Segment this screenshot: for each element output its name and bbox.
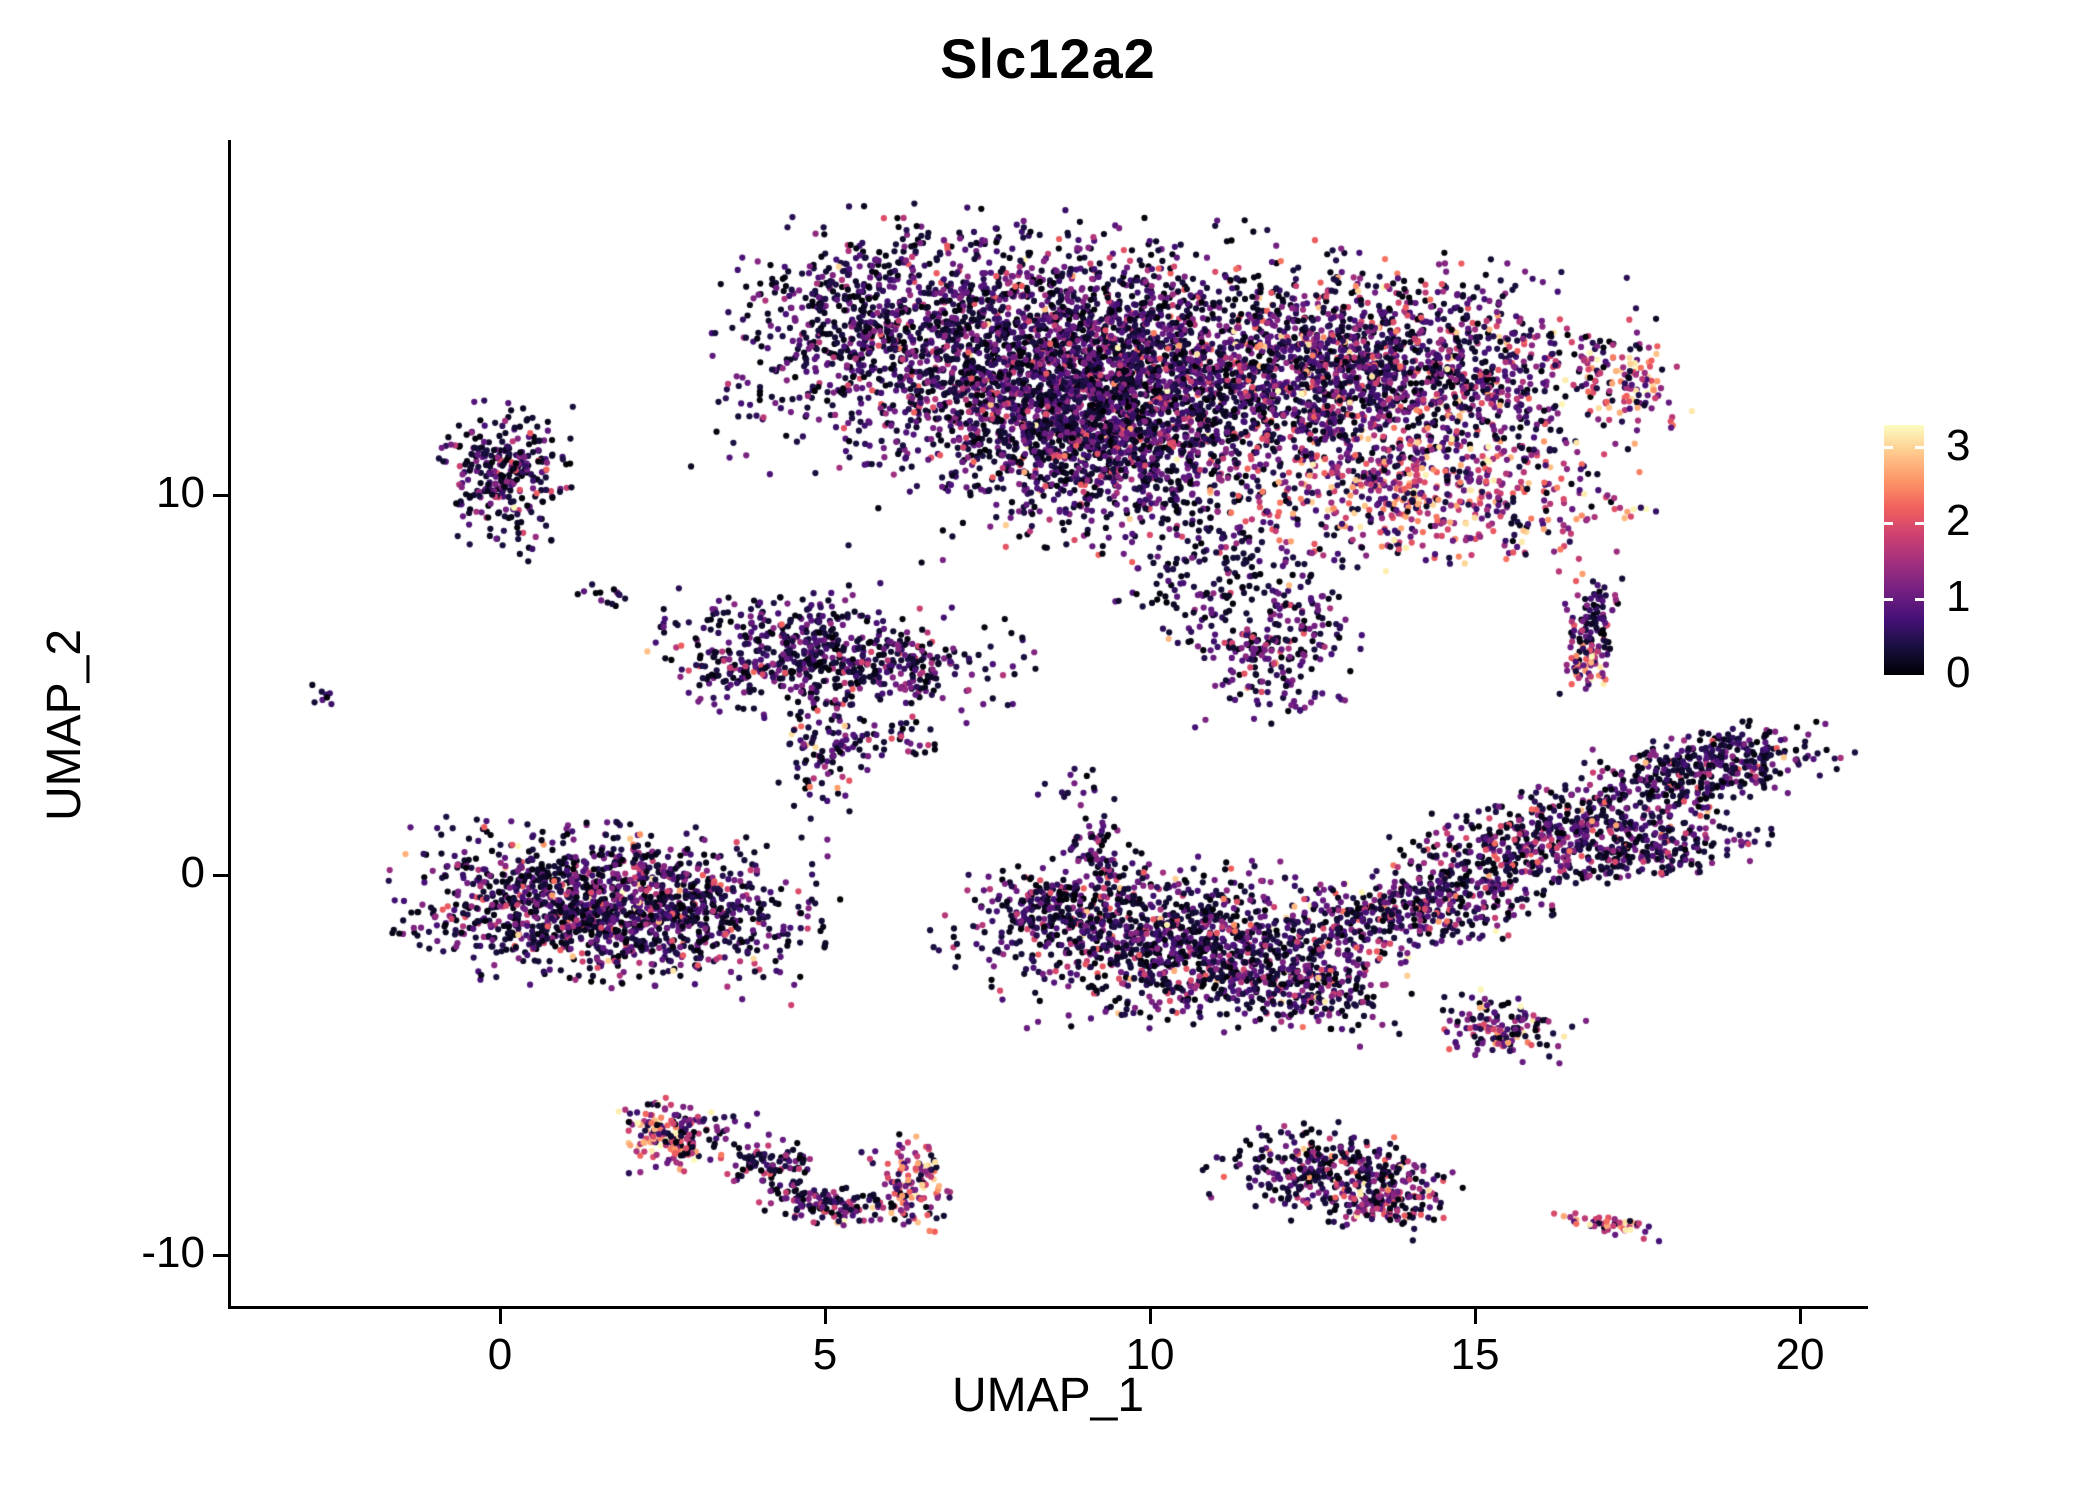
colorbar-tick-mark-right bbox=[1915, 521, 1924, 525]
y-axis-tick-label: -10 bbox=[141, 1228, 205, 1277]
x-axis-tick-label: 0 bbox=[487, 1330, 513, 1379]
x-axis-tick-label: 20 bbox=[1775, 1330, 1825, 1379]
x-axis-title: UMAP_1 bbox=[951, 1369, 1145, 1422]
x-axis-tick bbox=[1148, 1309, 1152, 1324]
y-axis-tick bbox=[213, 1253, 228, 1257]
y-axis-tick bbox=[213, 493, 228, 497]
colorbar-tick-mark-left bbox=[1884, 597, 1893, 601]
plot-title: Slc12a2 bbox=[940, 27, 1156, 90]
x-axis-tick bbox=[1798, 1309, 1802, 1324]
colorbar-tick-label: 3 bbox=[1946, 420, 1971, 470]
x-axis-tick bbox=[823, 1309, 827, 1324]
colorbar-tick-mark-right bbox=[1915, 446, 1924, 450]
colorbar-tick-label: 2 bbox=[1946, 496, 1971, 546]
colorbar-gradient bbox=[1884, 425, 1924, 675]
colorbar-tick-mark-left bbox=[1884, 521, 1893, 525]
x-axis-line bbox=[228, 1306, 1868, 1309]
colorbar-tick-label: 1 bbox=[1946, 572, 1971, 622]
x-axis-tick-label: 10 bbox=[1125, 1330, 1175, 1379]
x-axis-tick-label: 5 bbox=[812, 1330, 838, 1379]
x-axis-tick bbox=[498, 1309, 502, 1324]
x-axis-tick bbox=[1473, 1309, 1477, 1324]
colorbar-tick-mark-right bbox=[1915, 597, 1924, 601]
y-axis-line bbox=[228, 140, 231, 1309]
colorbar-tick-label: 0 bbox=[1946, 648, 1971, 697]
colorbar-tick-mark-left bbox=[1884, 446, 1893, 450]
x-axis-tick-label: 15 bbox=[1450, 1330, 1500, 1379]
y-axis-tick bbox=[213, 873, 228, 877]
y-axis-tick-label: 0 bbox=[180, 848, 205, 897]
y-axis-tick-label: 10 bbox=[156, 468, 205, 517]
